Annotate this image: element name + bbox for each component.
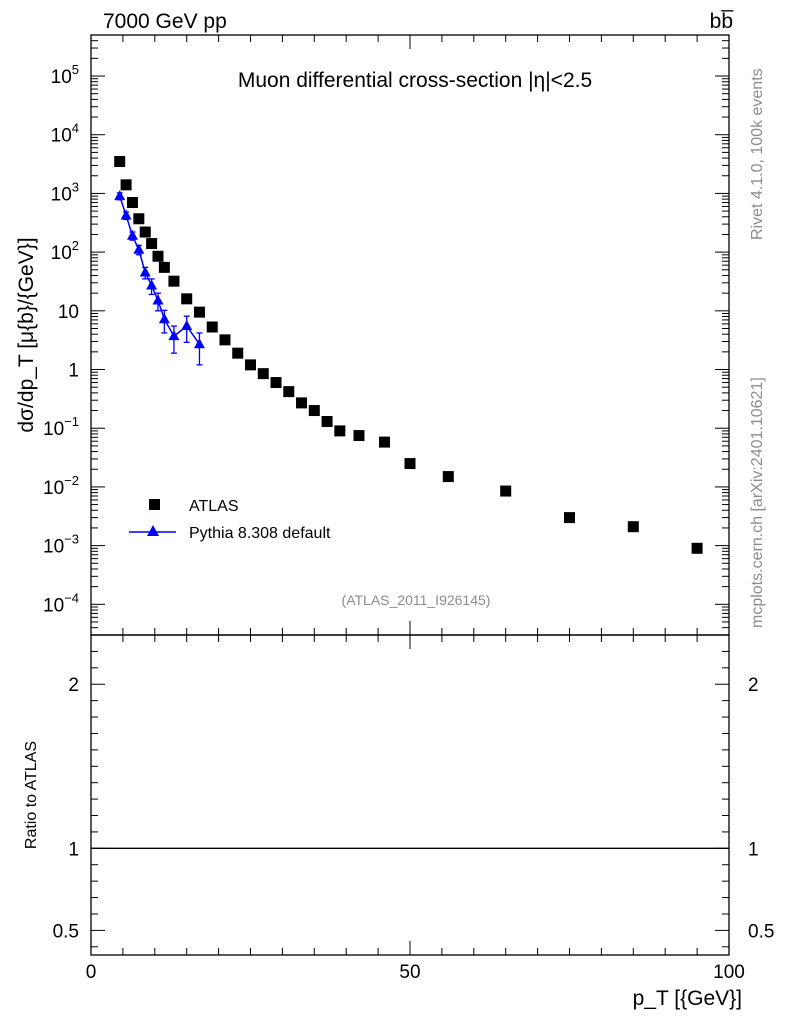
ratio-tick-label: 2 [68, 675, 79, 696]
y-tick-label: 10 [58, 302, 79, 323]
atlas-point [257, 368, 269, 380]
y-tick-label: 10−4 [43, 590, 79, 616]
y-tick-label: 102 [51, 238, 79, 264]
process-label: bb̅ [710, 10, 735, 33]
y-tick-label: 103 [51, 179, 79, 205]
y-tick-label: 10−3 [43, 532, 79, 558]
ratio-tick-label-right: 2 [748, 675, 759, 696]
y-tick-label: 105 [51, 62, 79, 88]
y-axis-label: dσ/dp_T [μ{b}/{GeV}] [15, 237, 38, 432]
atlas-point [404, 458, 416, 470]
y-tick-label: 10−2 [43, 473, 79, 499]
atlas-point [500, 485, 512, 497]
pythia-point [114, 190, 126, 201]
atlas-point [193, 306, 205, 318]
ratio-tick-label-right: 0.5 [748, 921, 774, 942]
atlas-point [158, 261, 170, 273]
y-tick-label: 1 [68, 361, 79, 382]
ratio-axis-ticks [91, 650, 729, 948]
pythia-point [158, 313, 170, 324]
ratio-tick-label: 1 [68, 839, 79, 860]
legend-pythia-label: Pythia 8.308 default [189, 525, 331, 542]
atlas-point [334, 425, 346, 437]
atlas-point [206, 321, 218, 333]
atlas-point [627, 521, 639, 533]
atlas-point [564, 512, 575, 524]
atlas-point [139, 226, 151, 238]
energy-label: 7000 GeV pp [103, 10, 227, 33]
ratio-tick-labels: 2 2 1 1 0.5 0.5 [53, 675, 775, 942]
atlas-point [353, 430, 365, 442]
legend-atlas-marker [149, 499, 160, 510]
atlas-series [114, 155, 703, 554]
pythia-point [193, 338, 205, 349]
ratio-axis-label: Ratio to ATLAS [23, 741, 40, 849]
atlas-point [232, 347, 244, 359]
atlas-point [146, 238, 158, 250]
chart-title: Muon differential cross-section |η|<2.5 [238, 69, 592, 92]
pythia-series [114, 190, 205, 366]
y-tick-label: 104 [51, 121, 79, 147]
main-axis-ticks [90, 34, 730, 955]
pythia-point [126, 229, 138, 240]
legend-pythia-marker [147, 525, 159, 536]
legend: ATLAS Pythia 8.308 default [129, 498, 331, 542]
analysis-tag: (ATLAS_2011_I926145) [342, 592, 491, 608]
pythia-point [181, 320, 193, 331]
atlas-point [296, 397, 308, 409]
atlas-point [321, 416, 333, 428]
atlas-point [378, 436, 390, 448]
ratio-tick-label-right: 1 [748, 839, 759, 860]
x-tick-label: 100 [713, 962, 745, 983]
pythia-point [139, 266, 151, 277]
atlas-point [133, 213, 145, 225]
rivet-version-label: Rivet 4.1.0, 100k events [749, 68, 766, 240]
atlas-point [219, 334, 231, 346]
x-tick-label: 50 [399, 962, 420, 983]
atlas-point [120, 179, 132, 191]
atlas-point [152, 250, 164, 262]
atlas-point [245, 359, 256, 371]
pythia-point [133, 243, 145, 254]
pythia-point [168, 330, 180, 341]
atlas-point [308, 405, 320, 417]
atlas-point [168, 275, 180, 287]
atlas-point [283, 386, 295, 398]
atlas-point [126, 197, 138, 209]
atlas-point [442, 471, 454, 483]
x-tick-label: 0 [86, 962, 97, 983]
pythia-point [146, 279, 158, 290]
atlas-point [114, 155, 126, 167]
atlas-point [270, 377, 282, 389]
ratio-tick-label: 0.5 [53, 921, 79, 942]
atlas-point [181, 293, 193, 305]
legend-atlas-label: ATLAS [189, 498, 239, 515]
ratio-plot-frame [90, 634, 730, 956]
x-axis-label: p_T [{GeV}] [633, 987, 742, 1010]
y-tick-label: 10−1 [43, 414, 79, 440]
pythia-point [120, 209, 132, 220]
x-tick-labels: 0 50 100 [86, 962, 745, 983]
pythia-point [152, 294, 164, 305]
mcplots-label: mcplots.cern.ch [arXiv:2401.10621] [749, 377, 766, 628]
atlas-point [691, 542, 703, 554]
